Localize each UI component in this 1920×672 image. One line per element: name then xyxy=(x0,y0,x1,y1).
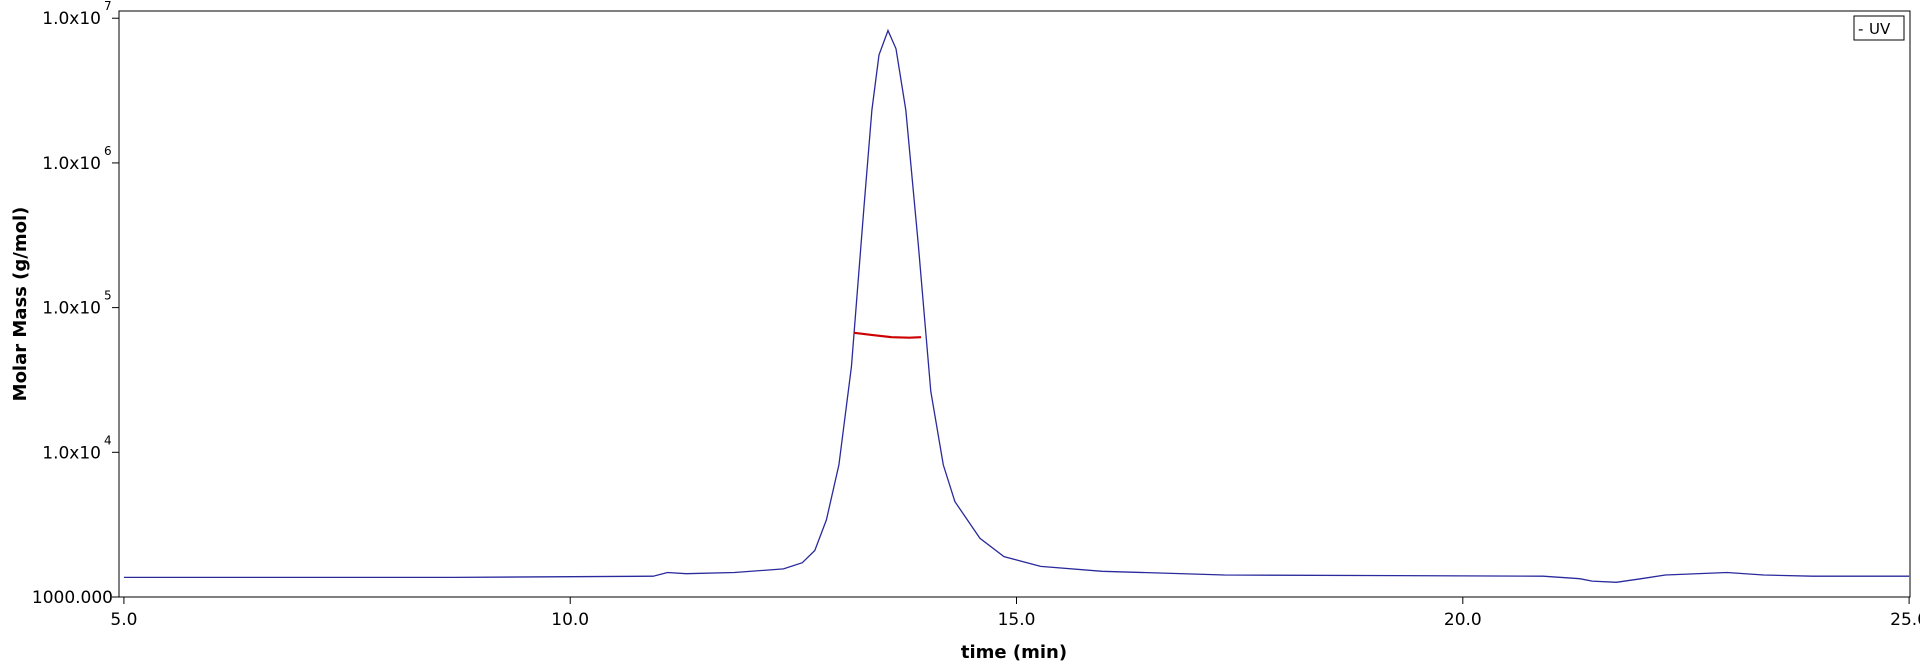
x-tick-label: 10.0 xyxy=(551,610,589,630)
y-tick-label: 1.0x10 xyxy=(42,154,101,174)
legend-box xyxy=(1853,15,1905,41)
x-tick-label: 15.0 xyxy=(998,610,1036,630)
y-axis-title: Molar Mass (g/mol) xyxy=(10,207,31,402)
x-axis-title: time (min) xyxy=(961,642,1067,663)
y-tick-exponent: 4 xyxy=(104,433,112,447)
legend-label: UV xyxy=(1869,20,1891,38)
y-tick-label: 1.0x10 xyxy=(42,299,101,319)
legend-marker: - xyxy=(1858,20,1863,38)
y-tick-exponent: 6 xyxy=(104,144,112,158)
x-tick-label: 5.0 xyxy=(110,610,137,630)
data-line xyxy=(853,331,922,339)
legend: - UV xyxy=(1853,15,1905,41)
x-tick-label: 25.0 xyxy=(1890,610,1920,630)
y-tick-label: 1000.000 xyxy=(32,588,113,608)
y-tick-exponent: 7 xyxy=(104,0,112,13)
x-tick-label: 20.0 xyxy=(1444,610,1482,630)
data-line xyxy=(123,28,1910,583)
y-tick-label: 1.0x10 xyxy=(42,9,101,29)
y-tick-exponent: 5 xyxy=(104,289,112,303)
plot-frame xyxy=(118,10,1911,598)
y-tick-label: 1.0x10 xyxy=(42,443,101,463)
